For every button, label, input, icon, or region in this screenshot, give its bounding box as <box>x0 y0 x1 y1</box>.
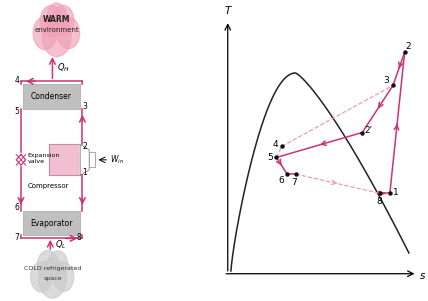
FancyBboxPatch shape <box>49 144 80 175</box>
Text: 6: 6 <box>278 176 284 185</box>
Text: space: space <box>43 276 62 281</box>
FancyBboxPatch shape <box>23 84 80 109</box>
Text: COLD refrigerated: COLD refrigerated <box>24 266 81 271</box>
Text: s: s <box>420 272 425 281</box>
FancyBboxPatch shape <box>23 211 80 235</box>
Text: 1: 1 <box>393 188 398 197</box>
Circle shape <box>53 262 74 291</box>
Text: Compressor: Compressor <box>27 183 69 189</box>
Circle shape <box>40 5 62 37</box>
Text: 7: 7 <box>291 178 297 187</box>
Text: 2: 2 <box>405 42 410 51</box>
Circle shape <box>33 17 56 50</box>
Text: WARM: WARM <box>43 15 71 24</box>
Text: $Q_H$: $Q_H$ <box>56 61 70 74</box>
Circle shape <box>30 262 52 292</box>
Text: 5: 5 <box>267 153 273 162</box>
Text: 8: 8 <box>376 197 382 206</box>
Text: Condenser: Condenser <box>31 92 72 101</box>
Text: 4: 4 <box>273 140 278 149</box>
Circle shape <box>48 251 68 278</box>
Text: environment: environment <box>34 27 79 33</box>
Polygon shape <box>16 154 26 165</box>
Text: 1: 1 <box>83 168 87 177</box>
Polygon shape <box>80 144 89 175</box>
Text: 2': 2' <box>364 126 372 135</box>
Text: 7: 7 <box>15 233 20 242</box>
Text: 2: 2 <box>83 142 87 151</box>
Text: valve: valve <box>27 159 45 164</box>
FancyBboxPatch shape <box>89 152 95 167</box>
Circle shape <box>42 16 71 57</box>
Text: $Q_L$: $Q_L$ <box>55 238 66 251</box>
Text: 4: 4 <box>15 76 20 85</box>
Text: $W_{in}$: $W_{in}$ <box>110 154 124 166</box>
Text: 3: 3 <box>383 76 389 85</box>
Text: 3: 3 <box>83 102 87 111</box>
Circle shape <box>39 259 66 298</box>
Circle shape <box>57 17 80 49</box>
Text: Evaporator: Evaporator <box>30 219 73 228</box>
Circle shape <box>47 3 66 30</box>
Text: Expansion: Expansion <box>27 153 60 158</box>
Text: 6: 6 <box>15 203 20 212</box>
Circle shape <box>53 5 74 36</box>
Text: 8: 8 <box>76 233 81 242</box>
Text: T: T <box>225 6 231 16</box>
Circle shape <box>38 250 58 279</box>
Text: 5: 5 <box>15 107 20 116</box>
